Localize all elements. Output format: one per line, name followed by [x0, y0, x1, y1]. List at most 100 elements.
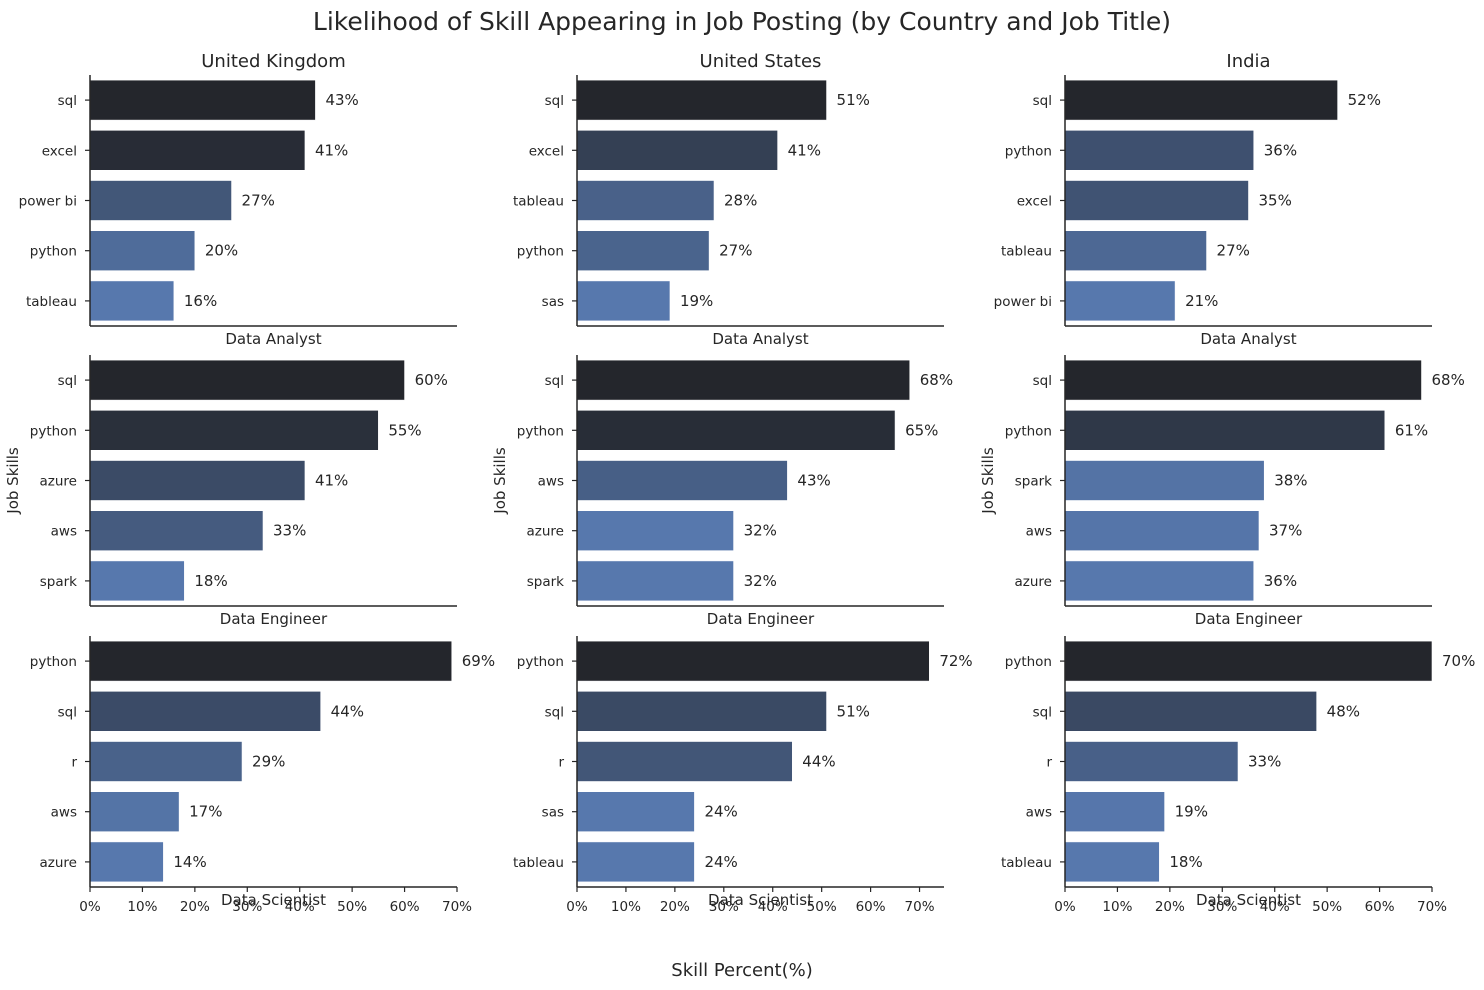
bar: [89, 640, 453, 682]
y-tick-label: sas: [542, 294, 564, 310]
y-tick-label: aws: [1026, 805, 1052, 821]
data-label: 24%: [704, 853, 737, 871]
data-label: 55%: [388, 421, 421, 439]
panel: 70% python 48% sql 33% r 19% aws 18% tableau Data …: [1001, 636, 1475, 915]
job-title-label: Data Engineer: [1195, 610, 1303, 628]
y-tick-label: sql: [1033, 373, 1052, 389]
x-tick-label: 10%: [611, 899, 641, 915]
y-tick-label: python: [30, 423, 77, 439]
data-label: 43%: [797, 472, 830, 490]
x-tick-label: 40%: [1260, 899, 1290, 915]
data-label: 38%: [1274, 472, 1307, 490]
data-label: 51%: [837, 91, 870, 109]
x-tick-label: 20%: [660, 899, 690, 915]
job-title-label: Data Analyst: [712, 330, 808, 348]
bar: [89, 79, 316, 121]
bar: [1064, 230, 1207, 271]
data-label: 68%: [920, 371, 953, 389]
panel: 72% python 51% sql 44% r 24% sas 24% tableau Data …: [513, 636, 973, 915]
bar: [1064, 841, 1160, 883]
data-label: 37%: [1269, 522, 1302, 540]
bar: [576, 180, 715, 221]
data-label: 33%: [1248, 753, 1281, 771]
data-label: 24%: [704, 803, 737, 821]
bar: [576, 841, 695, 883]
panel: 68% sql 65% python 43% aws 32% azure 32% spark Dat…: [491, 355, 953, 628]
data-label: 69%: [462, 652, 495, 670]
x-tick-label: 20%: [1155, 899, 1185, 915]
y-axis-label: Job Skills: [4, 447, 22, 515]
x-axis-label: Skill Percent(%): [671, 960, 812, 981]
bar: [1064, 130, 1255, 171]
bar: [1064, 180, 1249, 221]
data-label: 41%: [788, 141, 821, 159]
y-tick-label: aws: [51, 805, 77, 821]
data-label: 36%: [1264, 141, 1297, 159]
data-label: 20%: [205, 242, 238, 260]
data-label: 14%: [173, 853, 206, 871]
bar: [576, 690, 827, 732]
panel: 52% sql 36% python 35% excel 27% tableau 21% powe…: [994, 75, 1432, 348]
data-label: 65%: [905, 421, 938, 439]
data-label: 44%: [802, 753, 835, 771]
y-tick-label: tableau: [1001, 244, 1052, 260]
y-tick-label: tableau: [513, 855, 564, 871]
y-tick-label: sql: [58, 704, 77, 720]
y-tick-label: sql: [58, 93, 77, 109]
y-tick-label: azure: [1015, 574, 1052, 590]
x-tick-label: 40%: [758, 899, 788, 915]
y-tick-label: sas: [542, 805, 564, 821]
job-title-label: Data Analyst: [1200, 330, 1296, 348]
data-label: 29%: [252, 753, 285, 771]
data-label: 16%: [184, 292, 217, 310]
data-label: 44%: [331, 702, 364, 720]
data-label: 48%: [1327, 702, 1360, 720]
country-title: India: [1226, 51, 1270, 72]
country-title: United Kingdom: [201, 51, 345, 72]
y-tick-label: python: [1005, 654, 1052, 670]
y-tick-label: azure: [40, 474, 77, 490]
y-tick-label: python: [517, 423, 564, 439]
y-tick-label: python: [517, 244, 564, 260]
bar: [576, 359, 911, 401]
bar: [576, 640, 930, 682]
panel: 69% python 44% sql 29% r 17% aws 14% azure Data Sc…: [30, 636, 495, 915]
x-tick-label: 60%: [856, 899, 886, 915]
bar: [89, 690, 321, 732]
x-tick-label: 10%: [127, 899, 157, 915]
data-label: 61%: [1395, 421, 1428, 439]
x-tick-label: 0%: [1054, 899, 1076, 915]
bar: [1064, 79, 1338, 121]
data-label: 32%: [744, 522, 777, 540]
country-title: United States: [700, 51, 822, 72]
y-tick-label: tableau: [513, 194, 564, 210]
data-label: 19%: [1175, 803, 1208, 821]
y-tick-label: excel: [42, 143, 77, 159]
data-label: 32%: [744, 572, 777, 590]
y-tick-label: spark: [1015, 474, 1052, 490]
y-tick-label: tableau: [26, 294, 77, 310]
job-title-label: Data Scientist: [708, 891, 813, 909]
bar: [576, 130, 778, 171]
bar: [576, 79, 827, 121]
bar: [89, 510, 264, 552]
y-tick-label: azure: [40, 855, 77, 871]
x-tick-label: 30%: [232, 899, 262, 915]
bar: [576, 460, 788, 501]
data-label: 18%: [194, 572, 227, 590]
y-tick-label: sql: [1033, 704, 1052, 720]
bar: [89, 130, 306, 171]
bar: [89, 741, 243, 782]
y-tick-label: python: [1005, 423, 1052, 439]
y-tick-label: python: [517, 654, 564, 670]
bar: [1064, 460, 1265, 501]
y-tick-label: power bi: [19, 194, 77, 210]
bar: [576, 409, 896, 451]
y-tick-label: r: [1046, 755, 1052, 771]
y-tick-label: spark: [40, 574, 77, 590]
data-label: 33%: [273, 522, 306, 540]
x-tick-label: 70%: [442, 899, 472, 915]
bar: [1064, 280, 1176, 322]
bar: [576, 791, 695, 833]
bar: [1064, 560, 1255, 602]
